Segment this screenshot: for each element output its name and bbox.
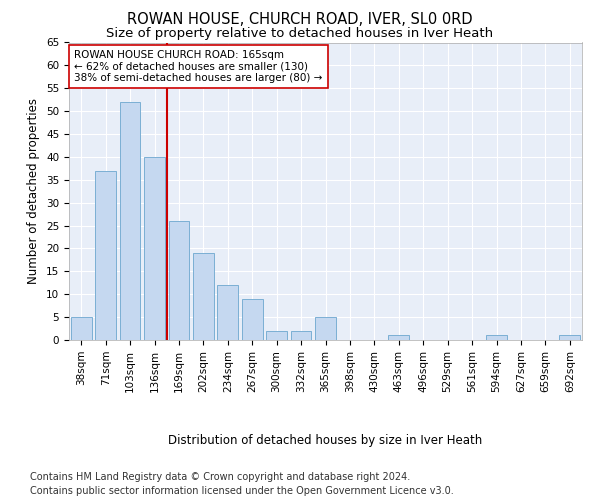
- Bar: [486, 336, 507, 340]
- Text: ROWAN HOUSE, CHURCH ROAD, IVER, SL0 0RD: ROWAN HOUSE, CHURCH ROAD, IVER, SL0 0RD: [127, 12, 473, 28]
- Bar: [169, 221, 190, 340]
- Bar: [388, 336, 409, 340]
- Y-axis label: Number of detached properties: Number of detached properties: [28, 98, 40, 284]
- Text: Contains HM Land Registry data © Crown copyright and database right 2024.: Contains HM Land Registry data © Crown c…: [30, 472, 410, 482]
- Text: ROWAN HOUSE CHURCH ROAD: 165sqm
← 62% of detached houses are smaller (130)
38% o: ROWAN HOUSE CHURCH ROAD: 165sqm ← 62% of…: [74, 50, 323, 83]
- Bar: [315, 317, 336, 340]
- Bar: [119, 102, 140, 340]
- Bar: [71, 317, 92, 340]
- X-axis label: Distribution of detached houses by size in Iver Heath: Distribution of detached houses by size …: [169, 434, 482, 446]
- Bar: [144, 157, 165, 340]
- Bar: [266, 331, 287, 340]
- Bar: [290, 331, 311, 340]
- Bar: [95, 170, 116, 340]
- Bar: [559, 336, 580, 340]
- Bar: [217, 285, 238, 340]
- Bar: [193, 253, 214, 340]
- Text: Contains public sector information licensed under the Open Government Licence v3: Contains public sector information licen…: [30, 486, 454, 496]
- Bar: [242, 299, 263, 340]
- Text: Size of property relative to detached houses in Iver Heath: Size of property relative to detached ho…: [106, 28, 494, 40]
